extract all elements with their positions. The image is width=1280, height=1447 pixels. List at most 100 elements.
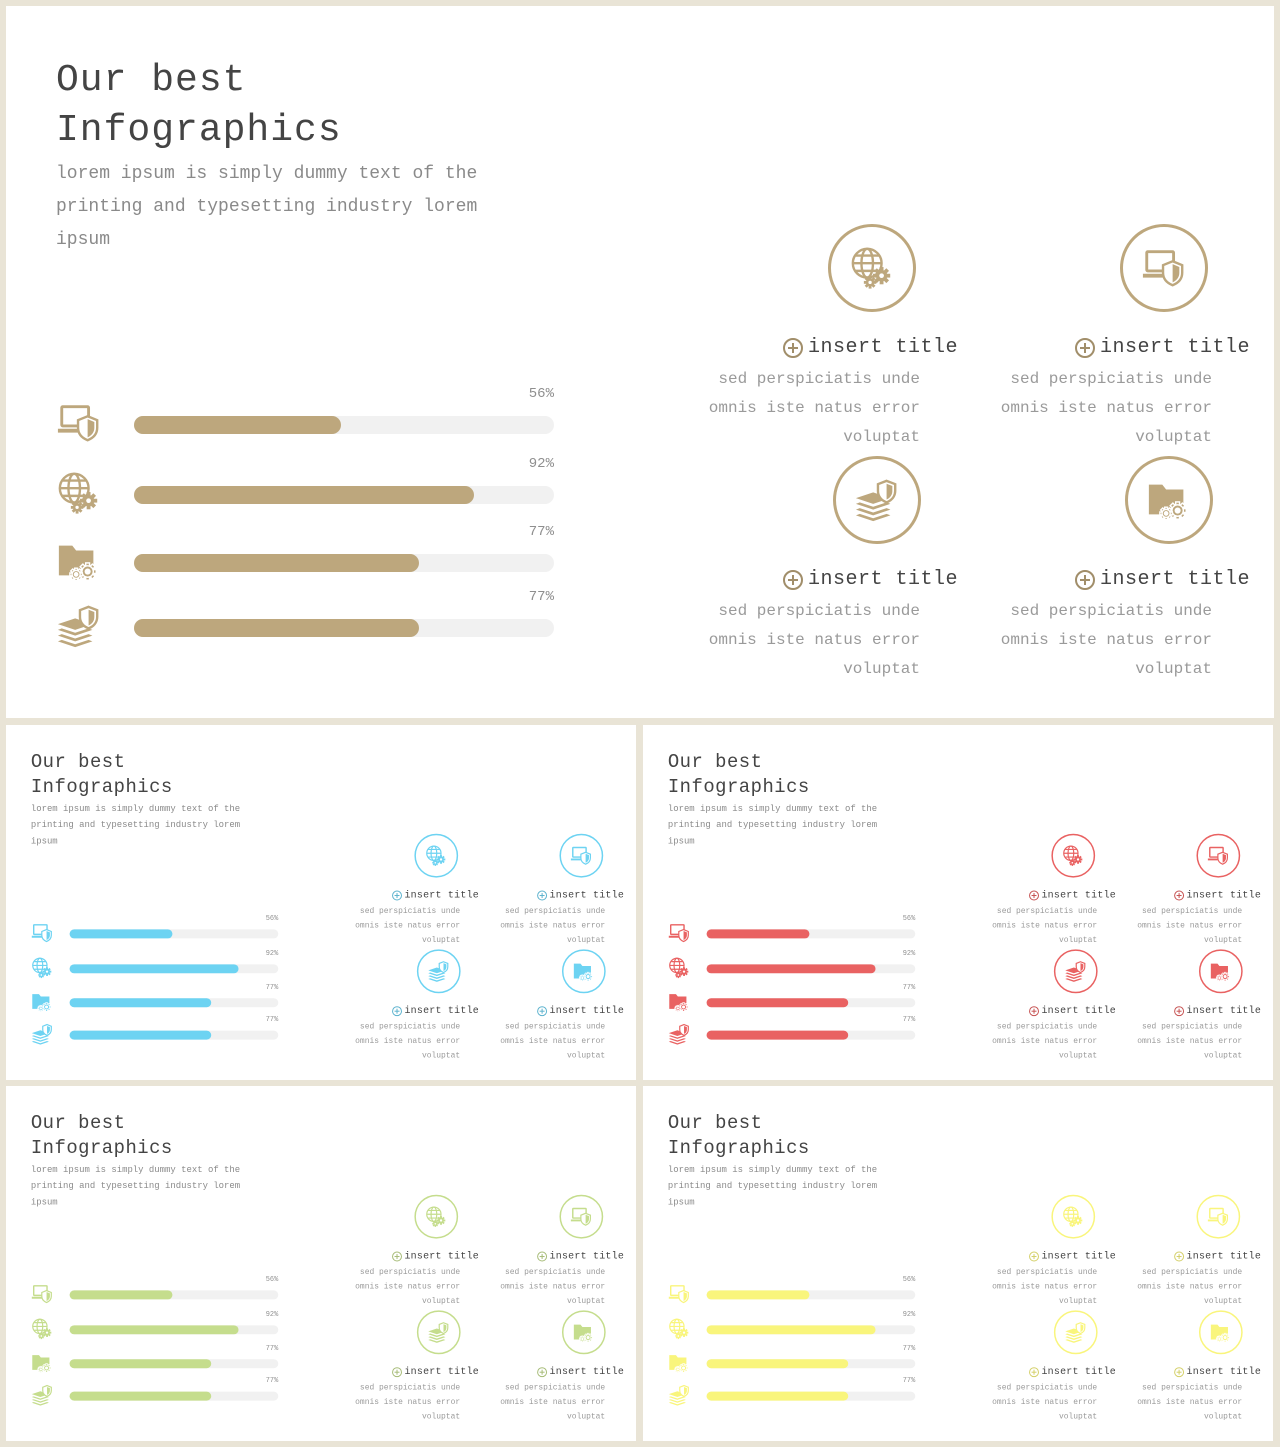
folder-gear-icon — [1125, 456, 1213, 544]
folder-gear-icon — [668, 990, 691, 1013]
progress-percent: 56% — [265, 1275, 279, 1284]
progress-track — [69, 998, 279, 1008]
stack-shield-icon — [668, 1384, 691, 1407]
laptop-shield-icon — [31, 921, 54, 944]
card-description: sed perspiciatis unde omnis iste natus e… — [992, 1022, 1098, 1061]
slide-2[interactable]: Our best Infographics lorem ipsum is sim… — [6, 725, 636, 1080]
globe-gear-icon — [828, 224, 916, 312]
feature-card: insert title sed perspiciatis unde omnis… — [1132, 1194, 1266, 1310]
laptop-shield-icon — [31, 1282, 54, 1305]
progress-track — [69, 1030, 279, 1040]
progress-row: 77% — [31, 1344, 284, 1374]
progress-row: 77% — [668, 1016, 921, 1046]
feature-card: insert title sed perspiciatis unde omnis… — [495, 949, 629, 1064]
card-title-text: insert title — [1041, 1250, 1116, 1263]
progress-fill — [134, 619, 419, 637]
plus-circle-icon — [1074, 337, 1095, 358]
progress-fill — [69, 1359, 211, 1369]
globe-gear-icon — [668, 956, 691, 979]
card-description: sed perspiciatis unde omnis iste natus e… — [1000, 370, 1212, 446]
folder-gear-icon — [1198, 949, 1243, 994]
globe-gear-icon — [414, 1194, 459, 1239]
progress-track — [706, 1030, 916, 1040]
card-description: sed perspiciatis unde omnis iste natus e… — [355, 1022, 461, 1061]
progress-track — [706, 964, 916, 974]
progress-percent: 92% — [902, 949, 916, 958]
feature-card: insert title sed perspiciatis unde omnis… — [698, 224, 968, 454]
progress-row: 77% — [668, 1344, 921, 1374]
card-description: sed perspiciatis unde omnis iste natus e… — [355, 1267, 461, 1306]
card-title: insert title — [1174, 890, 1261, 901]
progress-track — [69, 1325, 279, 1335]
laptop-shield-icon — [559, 833, 604, 878]
plus-circle-icon — [392, 1251, 402, 1262]
plus-circle-icon — [1074, 569, 1095, 590]
slide-3[interactable]: Our best Infographics lorem ipsum is sim… — [643, 725, 1273, 1080]
plus-circle-icon — [1029, 1366, 1039, 1377]
progress-track — [69, 1359, 279, 1369]
feature-card: insert title sed perspiciatis unde omnis… — [350, 949, 484, 1064]
folder-gear-icon — [561, 949, 606, 994]
card-title: insert title — [392, 1366, 479, 1378]
slide-1[interactable]: Our best Infographics lorem ipsum is sim… — [6, 6, 1274, 718]
card-title: insert title — [1029, 1005, 1116, 1017]
stack-shield-icon — [1053, 949, 1098, 994]
progress-row: 77% — [56, 524, 566, 584]
progress-track — [134, 554, 554, 572]
progress-fill — [69, 998, 211, 1008]
progress-track — [69, 929, 279, 939]
card-title-text: insert title — [549, 889, 625, 902]
slide-title: Our best Infographics — [667, 751, 810, 798]
progress-percent: 92% — [265, 1310, 279, 1319]
plus-circle-icon — [537, 890, 548, 901]
progress-row: 56% — [668, 1275, 921, 1305]
progress-row: 77% — [668, 983, 921, 1013]
feature-card: insert title sed perspiciatis unde omnis… — [987, 1310, 1121, 1425]
slide-title: Our best Infographics — [56, 59, 342, 152]
folder-gear-icon — [56, 538, 102, 584]
card-description: sed perspiciatis unde omnis iste natus e… — [708, 370, 920, 446]
feature-card: insert title sed perspiciatis unde omnis… — [987, 1194, 1121, 1310]
card-title: insert title — [1074, 336, 1250, 359]
slide-4[interactable]: Our best Infographics lorem ipsum is sim… — [6, 1086, 636, 1441]
plus-circle-icon — [782, 569, 803, 590]
progress-fill — [69, 1290, 173, 1300]
progress-track — [706, 1391, 916, 1401]
slide-subtitle: lorem ipsum is simply dummy text of the … — [667, 1164, 878, 1208]
slide-5[interactable]: Our best Infographics lorem ipsum is sim… — [643, 1086, 1273, 1441]
plus-circle-icon — [1029, 1251, 1039, 1262]
progress-fill — [69, 1030, 211, 1040]
progress-row: 56% — [56, 386, 566, 446]
progress-percent: 56% — [528, 386, 554, 402]
progress-fill — [69, 929, 173, 939]
plus-circle-icon — [537, 1005, 548, 1016]
card-title: insert title — [1174, 1005, 1262, 1017]
card-title: insert title — [392, 1251, 479, 1262]
slide-subtitle: lorem ipsum is simply dummy text of the … — [667, 803, 878, 847]
laptop-shield-icon — [1196, 1194, 1241, 1239]
folder-gear-icon — [561, 1310, 606, 1355]
progress-row: 77% — [668, 1377, 921, 1407]
card-title: insert title — [1029, 1251, 1116, 1262]
progress-track — [134, 416, 554, 434]
card-description: sed perspiciatis unde omnis iste natus e… — [500, 1267, 606, 1306]
card-description: sed perspiciatis unde omnis iste natus e… — [992, 1267, 1098, 1306]
progress-row: 77% — [31, 1016, 284, 1046]
card-description: sed perspiciatis unde omnis iste natus e… — [1137, 1022, 1243, 1061]
laptop-shield-icon — [1120, 224, 1208, 312]
laptop-shield-icon — [668, 1282, 691, 1305]
laptop-shield-icon — [559, 1194, 604, 1239]
plus-circle-icon — [1029, 890, 1039, 901]
card-title-text: insert title — [1099, 336, 1250, 359]
card-description: sed perspiciatis unde omnis iste natus e… — [355, 906, 461, 945]
progress-track — [706, 1290, 916, 1300]
slide-subtitle: lorem ipsum is simply dummy text of the … — [56, 164, 478, 250]
progress-percent: 92% — [265, 949, 279, 958]
globe-gear-icon — [1051, 833, 1096, 878]
card-description: sed perspiciatis unde omnis iste natus e… — [355, 1383, 461, 1422]
progress-percent: 92% — [528, 456, 554, 472]
feature-card: insert title sed perspiciatis unde omnis… — [987, 833, 1121, 949]
progress-track — [134, 619, 554, 637]
card-title-text: insert title — [1186, 1005, 1262, 1017]
feature-card: insert title sed perspiciatis unde omnis… — [350, 1310, 484, 1425]
